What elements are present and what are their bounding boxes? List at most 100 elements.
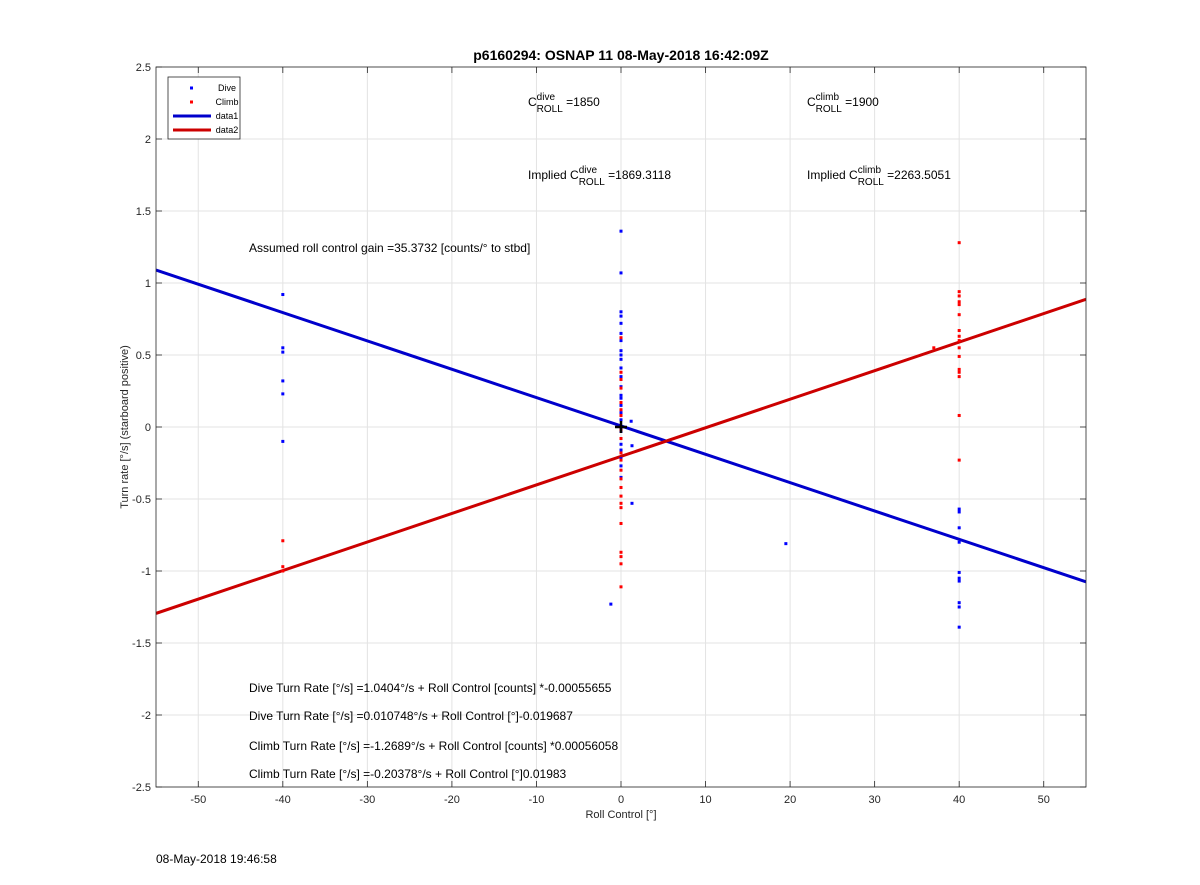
legend-label-data1: data1 <box>216 111 239 121</box>
dive-point <box>619 339 623 343</box>
data-points <box>281 229 961 629</box>
chart-title: p6160294: OSNAP 11 08-May-2018 16:42:09Z <box>473 47 769 63</box>
x-tick-label: -10 <box>529 794 545 806</box>
climb-point <box>619 336 623 340</box>
y-tick-label: 0.5 <box>136 350 151 362</box>
dive-point <box>957 570 961 574</box>
dive-point <box>619 321 623 325</box>
annotation-climb-eq-degrees: Climb Turn Rate [°/s] =-0.20378°/s + Rol… <box>249 767 567 781</box>
legend-label-data2: data2 <box>216 125 239 135</box>
dive-point <box>619 442 623 446</box>
dive-point <box>619 418 623 422</box>
dive-point <box>957 579 961 583</box>
annotation-implied-c-roll-climb: Implied Cclimb ROLL =2263.5051 <box>807 165 951 188</box>
dive-point <box>619 353 623 357</box>
climb-point <box>619 458 623 462</box>
dive-point <box>957 601 961 605</box>
climb-point <box>957 294 961 298</box>
legend-label-climb: Climb <box>215 97 238 107</box>
y-axis-ticks: -2.5 -2 -1.5 -1 -0.5 0 0.5 1 1.5 2 2.5 <box>132 62 1086 794</box>
climb-point <box>957 370 961 374</box>
x-tick-label: 10 <box>699 794 711 806</box>
y-tick-label: -2.5 <box>132 782 151 794</box>
legend-swatch-dive <box>190 86 193 90</box>
climb-point <box>619 377 623 381</box>
legend: Dive Climb data1 data2 <box>167 76 241 140</box>
x-tick-label: 30 <box>869 794 881 806</box>
fit-line-data2 <box>156 297 1086 615</box>
climb-point <box>619 451 623 455</box>
legend-swatch-climb <box>190 100 193 104</box>
annotation-roll-gain: Assumed roll control gain =35.3732 [coun… <box>249 241 530 255</box>
climb-point <box>957 354 961 358</box>
dive-point <box>619 396 623 400</box>
plot-frame <box>155 66 1087 788</box>
dive-point <box>619 349 623 353</box>
dive-point <box>630 444 634 448</box>
dive-point <box>619 464 623 468</box>
dive-point <box>619 366 623 370</box>
footer-timestamp: 08-May-2018 19:46:58 <box>156 852 277 866</box>
climb-point <box>619 485 623 489</box>
climb-point <box>957 367 961 371</box>
annotation-climb-eq-counts: Climb Turn Rate [°/s] =-1.2689°/s + Roll… <box>249 739 618 753</box>
x-tick-label: 0 <box>618 794 624 806</box>
x-axis-ticks: -50 -40 -30 -20 -10 0 10 20 30 40 50 <box>190 67 1050 806</box>
x-tick-label: -40 <box>275 794 291 806</box>
x-tick-label: 20 <box>784 794 796 806</box>
dive-point <box>957 507 961 511</box>
climb-point <box>619 501 623 505</box>
dive-point <box>957 510 961 514</box>
climb-point <box>619 437 623 441</box>
climb-point <box>619 477 623 481</box>
dive-point <box>281 392 285 396</box>
dive-point <box>619 331 623 335</box>
y-tick-label: -1 <box>141 566 151 578</box>
dive-point <box>957 625 961 629</box>
climb-point <box>619 555 623 559</box>
y-axis-label: Turn rate [°/s] (starboard positive) <box>119 345 131 509</box>
dive-point <box>619 271 623 275</box>
dive-point <box>957 540 961 544</box>
climb-point <box>957 375 961 379</box>
legend-label-dive: Dive <box>218 83 236 93</box>
climb-point <box>281 565 285 569</box>
climb-point <box>619 562 623 566</box>
climb-point <box>619 408 623 412</box>
dive-point <box>784 542 788 546</box>
dive-point <box>619 314 623 318</box>
climb-point <box>619 521 623 525</box>
y-tick-label: 2 <box>145 134 151 146</box>
annotation-dive-eq-degrees: Dive Turn Rate [°/s] =0.010748°/s + Roll… <box>249 709 573 723</box>
x-tick-label: -20 <box>444 794 460 806</box>
climb-point <box>619 386 623 390</box>
dive-point <box>629 419 633 423</box>
climb-point <box>957 339 961 343</box>
dive-point <box>281 439 285 443</box>
climb-point <box>957 313 961 317</box>
y-tick-label: 1.5 <box>136 206 151 218</box>
climb-point <box>619 401 623 405</box>
climb-point <box>619 370 623 374</box>
data-layer <box>156 229 1086 629</box>
x-tick-label: 40 <box>953 794 965 806</box>
x-tick-label: -50 <box>190 794 206 806</box>
climb-point <box>619 550 623 554</box>
dive-point <box>281 293 285 297</box>
dive-point <box>630 501 634 505</box>
dive-point <box>619 375 623 379</box>
dive-point <box>609 602 613 606</box>
annotation-c-roll-dive: Cdive ROLL =1850 <box>528 92 600 115</box>
climb-point <box>281 539 285 543</box>
climb-point <box>281 569 285 573</box>
climb-point <box>957 300 961 304</box>
x-tick-label: -30 <box>359 794 375 806</box>
y-tick-label: -2 <box>141 710 151 722</box>
climb-point <box>619 506 623 510</box>
dive-point <box>281 350 285 354</box>
dive-point <box>957 605 961 609</box>
climb-point <box>619 585 623 589</box>
climb-point <box>619 413 623 417</box>
dive-point <box>619 448 623 452</box>
